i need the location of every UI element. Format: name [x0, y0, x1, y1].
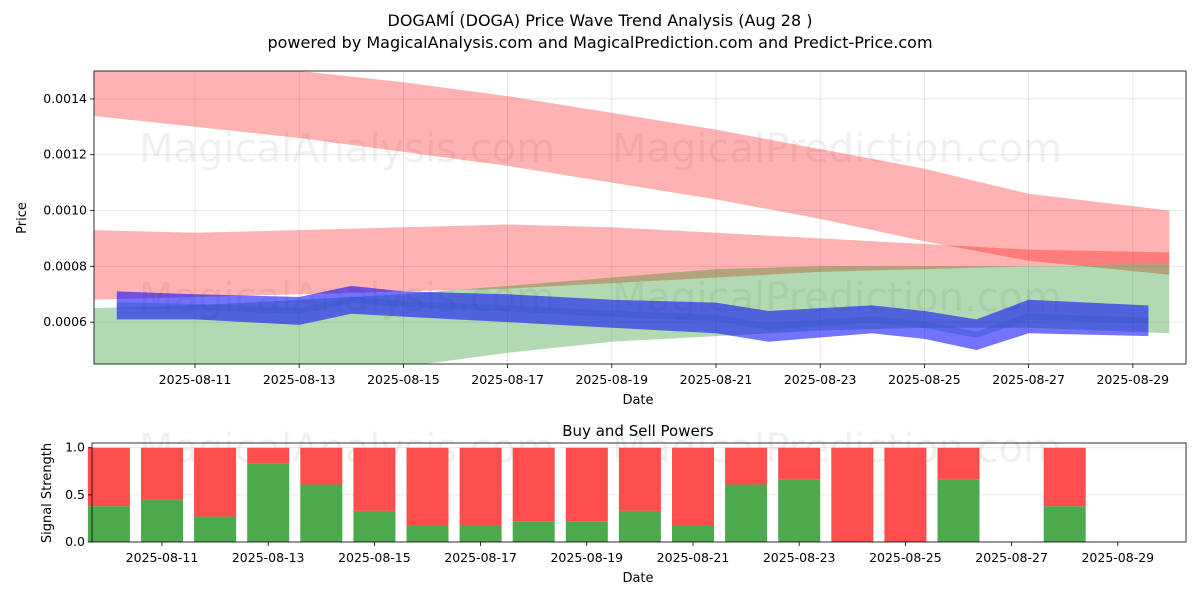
- chart-subtitle: powered by MagicalAnalysis.com and Magic…: [267, 33, 933, 52]
- x-tick-label: 2025-08-25: [888, 372, 961, 387]
- buy-bar: [778, 479, 821, 542]
- x-tick-label: 2025-08-21: [657, 550, 730, 565]
- buy-bar: [406, 525, 449, 542]
- x-tick-label: 2025-08-29: [1081, 550, 1154, 565]
- sell-bar: [1043, 447, 1086, 507]
- buy-bar: [1043, 506, 1086, 542]
- buy-bar: [565, 521, 608, 542]
- watermark-text: MagicalPrediction.com: [612, 126, 1062, 172]
- y-tick-label: 0.0: [65, 534, 85, 549]
- y-axis-label: Price: [15, 202, 30, 234]
- sell-bar: [725, 447, 768, 485]
- y-tick-label: 0.0012: [43, 147, 87, 162]
- x-tick-label: 2025-08-19: [575, 372, 648, 387]
- buy-bar: [353, 510, 396, 542]
- sell-bar: [565, 447, 608, 522]
- sell-bar: [141, 447, 183, 500]
- buy-bar: [618, 510, 661, 542]
- x-tick-label: 2025-08-15: [338, 550, 411, 565]
- watermark-text: MagicalAnalysis.com: [139, 126, 555, 172]
- x-tick-label: 2025-08-11: [159, 372, 232, 387]
- y-tick-label: 0.0008: [43, 258, 87, 273]
- y-tick-label: 0.0006: [43, 314, 87, 329]
- sell-bar: [884, 447, 927, 542]
- buy-bar: [194, 516, 237, 542]
- sell-bar: [937, 447, 980, 480]
- buy-bar: [937, 479, 980, 542]
- x-tick-label: 2025-08-25: [869, 550, 942, 565]
- x-tick-label: 2025-08-15: [367, 372, 440, 387]
- band-red-1: [94, 224, 1170, 300]
- bands-group: [94, 71, 1170, 364]
- sell-bar: [618, 447, 661, 511]
- subplot-title: Buy and Sell Powers: [562, 422, 714, 440]
- buy-bar: [459, 525, 502, 542]
- x-tick-label: 2025-08-21: [680, 372, 753, 387]
- buy-bar: [300, 484, 343, 542]
- x-tick-label: 2025-08-27: [975, 550, 1048, 565]
- x-tick-label: 2025-08-11: [126, 550, 199, 565]
- buy-bar: [512, 521, 555, 542]
- sell-bar: [87, 447, 130, 507]
- buy-bar: [87, 506, 130, 542]
- x-tick-label: 2025-08-17: [471, 372, 544, 387]
- y-tick-label: 0.5: [65, 487, 85, 502]
- sell-bar: [778, 447, 821, 480]
- sell-bar: [300, 447, 343, 485]
- x-tick-label: 2025-08-17: [444, 550, 517, 565]
- buy-bar: [672, 525, 714, 542]
- sell-bar: [672, 447, 714, 526]
- band-blue-core: [116, 296, 1149, 338]
- buy-bar: [247, 463, 290, 542]
- y-tick-label: 1.0: [65, 440, 85, 455]
- x-tick-label: 2025-08-23: [784, 372, 857, 387]
- x-axis-label: Date: [622, 571, 653, 586]
- y-axis-label: Signal Strength: [40, 443, 55, 543]
- sell-bar: [512, 447, 555, 522]
- plot-frame: [93, 70, 1187, 365]
- x-tick-label: 2025-08-13: [263, 372, 336, 387]
- x-axis-label: Date: [622, 393, 653, 408]
- sell-bar: [247, 447, 290, 464]
- y-tick-label: 0.0010: [43, 203, 87, 218]
- buy-bar: [725, 484, 768, 542]
- x-tick-label: 2025-08-29: [1096, 372, 1169, 387]
- sell-bar: [406, 447, 449, 526]
- x-tick-label: 2025-08-27: [992, 372, 1065, 387]
- y-tick-label: 0.0014: [43, 91, 87, 106]
- x-tick-label: 2025-08-23: [763, 550, 836, 565]
- band-red-0: [94, 71, 1170, 275]
- x-tick-label: 2025-08-19: [550, 550, 623, 565]
- chart-title: DOGAMÍ (DOGA) Price Wave Trend Analysis …: [387, 11, 813, 30]
- buy-bar: [141, 499, 183, 542]
- sell-bar: [353, 447, 396, 511]
- plot-frame: [91, 442, 1187, 543]
- sell-bar: [459, 447, 502, 526]
- x-tick-label: 2025-08-13: [232, 550, 305, 565]
- sell-bar: [831, 447, 874, 542]
- sell-bar: [194, 447, 237, 517]
